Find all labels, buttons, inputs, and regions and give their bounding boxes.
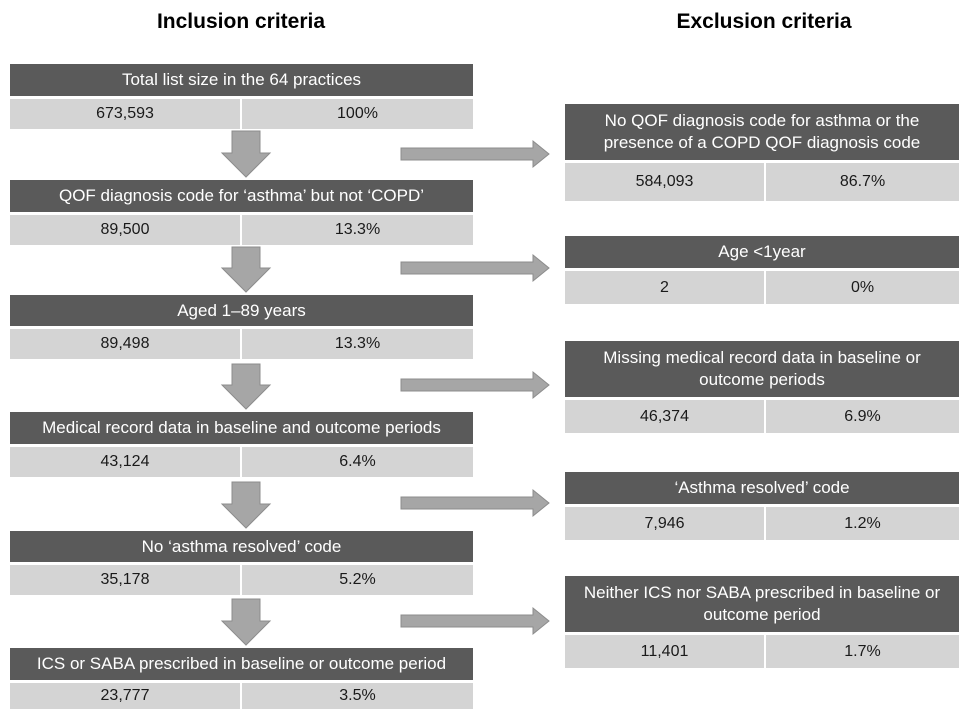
down-arrow-icon <box>220 363 272 410</box>
inclusion-label: Medical record data in baseline and outc… <box>10 412 473 444</box>
exclusion-percent: 6.9% <box>764 400 959 433</box>
exclusion-box-no-qof: No QOF diagnosis code for asthma or the … <box>565 104 959 201</box>
exclusion-label: Age <1year <box>565 236 959 268</box>
inclusion-label: Total list size in the 64 practices <box>10 64 473 96</box>
exclusion-count: 584,093 <box>565 163 764 201</box>
inclusion-count: 89,498 <box>10 329 240 359</box>
down-arrow-icon <box>220 246 272 293</box>
exclusion-count: 2 <box>565 271 764 304</box>
inclusion-box-medical-record: Medical record data in baseline and outc… <box>10 412 473 477</box>
inclusion-percent: 13.3% <box>240 329 473 359</box>
right-arrow-icon <box>400 370 550 400</box>
inclusion-percent: 5.2% <box>240 565 473 595</box>
exclusion-count: 7,946 <box>565 507 764 540</box>
inclusion-label: ICS or SABA prescribed in baseline or ou… <box>10 648 473 680</box>
inclusion-count: 23,777 <box>10 683 240 709</box>
inclusion-percent: 13.3% <box>240 215 473 245</box>
inclusion-box-no-asthma-resolved: No ‘asthma resolved’ code 35,178 5.2% <box>10 531 473 595</box>
inclusion-box-aged: Aged 1–89 years 89,498 13.3% <box>10 295 473 359</box>
exclusion-count: 11,401 <box>565 635 764 668</box>
inclusion-label: No ‘asthma resolved’ code <box>10 531 473 562</box>
inclusion-percent: 100% <box>240 99 473 129</box>
inclusion-label: QOF diagnosis code for ‘asthma’ but not … <box>10 180 473 212</box>
inclusion-box-qof-asthma: QOF diagnosis code for ‘asthma’ but not … <box>10 180 473 245</box>
down-arrow-icon <box>220 481 272 529</box>
down-arrow-icon <box>220 130 272 178</box>
inclusion-count: 43,124 <box>10 447 240 477</box>
exclusion-label: ‘Asthma resolved’ code <box>565 472 959 504</box>
inclusion-count: 89,500 <box>10 215 240 245</box>
down-arrow-icon <box>220 598 272 646</box>
inclusion-label: Aged 1–89 years <box>10 295 473 326</box>
exclusion-box-asthma-resolved: ‘Asthma resolved’ code 7,946 1.2% <box>565 472 959 540</box>
exclusion-percent: 86.7% <box>764 163 959 201</box>
inclusion-count: 35,178 <box>10 565 240 595</box>
right-arrow-icon <box>400 488 550 518</box>
exclusion-label: No QOF diagnosis code for asthma or the … <box>565 104 959 160</box>
exclusion-box-no-ics-saba: Neither ICS nor SABA prescribed in basel… <box>565 576 959 668</box>
exclusion-count: 46,374 <box>565 400 764 433</box>
right-arrow-icon <box>400 606 550 636</box>
exclusion-percent: 1.2% <box>764 507 959 540</box>
right-arrow-icon <box>400 253 550 283</box>
exclusion-percent: 0% <box>764 271 959 304</box>
exclusion-box-missing-record: Missing medical record data in baseline … <box>565 341 959 433</box>
inclusion-heading: Inclusion criteria <box>156 10 326 33</box>
exclusion-heading: Exclusion criteria <box>676 10 852 33</box>
exclusion-percent: 1.7% <box>764 635 959 668</box>
inclusion-percent: 3.5% <box>240 683 473 709</box>
exclusion-box-age: Age <1year 2 0% <box>565 236 959 304</box>
inclusion-box-total: Total list size in the 64 practices 673,… <box>10 64 473 129</box>
inclusion-box-ics-saba: ICS or SABA prescribed in baseline or ou… <box>10 648 473 709</box>
right-arrow-icon <box>400 139 550 169</box>
inclusion-percent: 6.4% <box>240 447 473 477</box>
exclusion-label: Missing medical record data in baseline … <box>565 341 959 397</box>
inclusion-count: 673,593 <box>10 99 240 129</box>
exclusion-label: Neither ICS nor SABA prescribed in basel… <box>565 576 959 632</box>
